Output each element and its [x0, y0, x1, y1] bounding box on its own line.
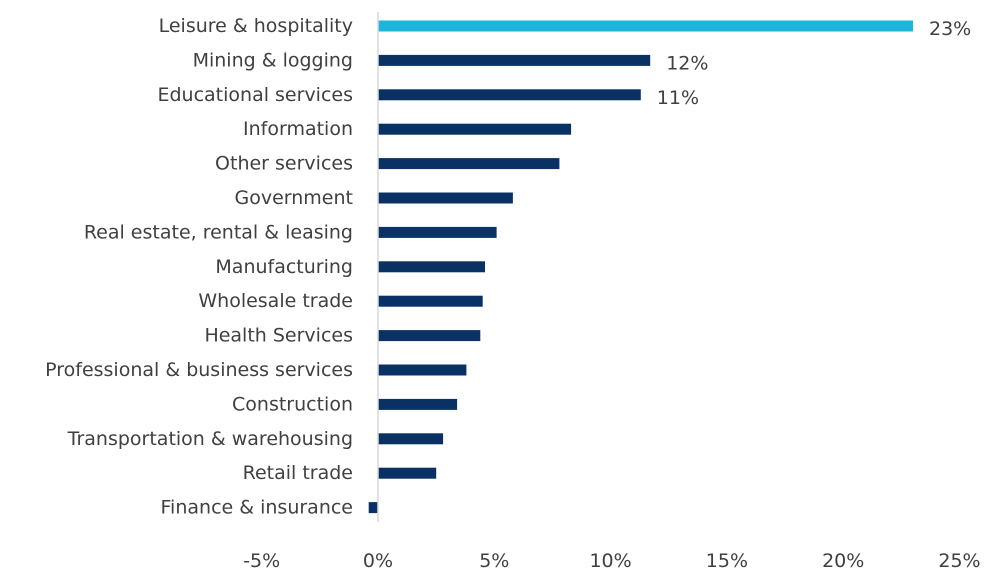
category-label: Mining & logging [193, 49, 353, 71]
x-tick-label: 0% [363, 550, 393, 570]
bar [378, 123, 572, 135]
bar [378, 467, 437, 479]
bar [378, 364, 467, 376]
bars-group [368, 20, 913, 514]
category-label: Wholesale trade [198, 290, 353, 312]
category-label: Information [243, 118, 353, 140]
bar [378, 54, 651, 66]
data-labels-group: 23% 12% 11% [657, 18, 971, 109]
x-tick-label: 15% [706, 550, 748, 570]
category-label: Finance & insurance [161, 497, 353, 519]
bar [378, 433, 444, 445]
bar [378, 261, 485, 273]
x-tick-label: 5% [479, 550, 509, 570]
x-tick-label: 25% [938, 550, 980, 570]
category-labels-group: Leisure & hospitality Mining & logging Edu… [45, 15, 353, 519]
x-tick-label: 20% [822, 550, 864, 570]
data-label: 11% [657, 87, 699, 109]
category-label: Real estate, rental & leasing [84, 221, 353, 243]
bar [378, 20, 913, 32]
category-label: Other services [215, 153, 353, 175]
category-label: Government [235, 187, 354, 209]
bar [378, 330, 481, 342]
bar [378, 192, 513, 204]
bar [378, 295, 483, 307]
category-label: Transportation & warehousing [67, 428, 353, 450]
x-tick-label: 10% [589, 550, 631, 570]
category-label: Manufacturing [215, 256, 353, 278]
data-label: 23% [929, 18, 971, 40]
bar [378, 226, 497, 238]
category-label: Retail trade [243, 462, 353, 484]
tick-labels-group: -5% 0% 5% 10% 15% 20% 25% [243, 550, 980, 570]
category-label: Leisure & hospitality [159, 15, 353, 37]
category-label: Professional & business services [45, 359, 353, 381]
bar [378, 89, 641, 101]
bar [378, 158, 560, 170]
data-label: 12% [666, 52, 708, 74]
category-label: Educational services [157, 84, 353, 106]
category-label: Health Services [204, 325, 353, 347]
x-tick-label: -5% [243, 550, 280, 570]
category-label: Construction [232, 393, 353, 415]
bar [378, 398, 458, 410]
bar [368, 502, 378, 514]
